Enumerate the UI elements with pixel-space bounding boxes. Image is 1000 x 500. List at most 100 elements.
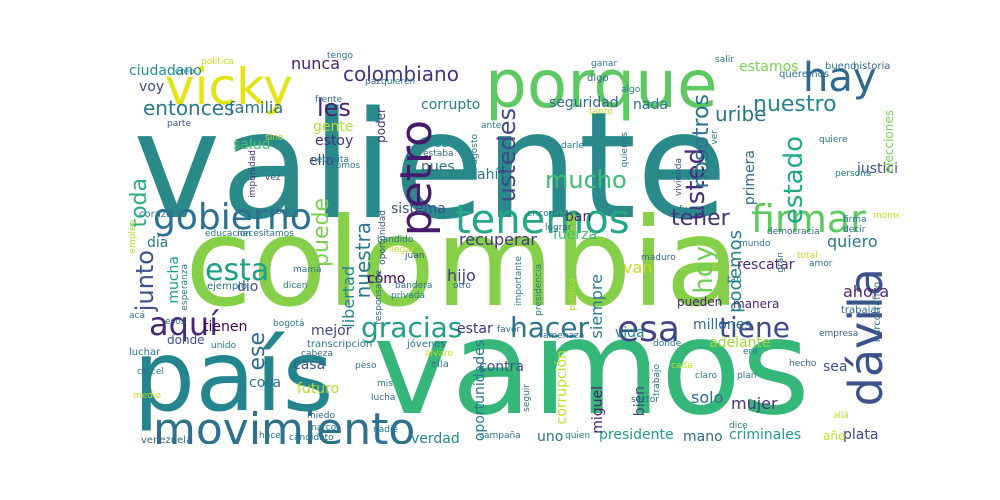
cloud-word: gobierno <box>153 197 312 238</box>
cloud-word: era <box>743 347 758 357</box>
cloud-word: estoy <box>315 133 354 149</box>
cloud-word: necesita <box>311 155 349 165</box>
cloud-word: esta <box>205 253 270 288</box>
cloud-word: uno <box>537 429 564 444</box>
cloud-word: futuro <box>297 381 340 397</box>
cloud-word: empleo <box>128 220 138 254</box>
cloud-word: favor <box>497 325 521 335</box>
cloud-word: valiente <box>133 80 728 252</box>
cloud-word: tiene <box>719 311 790 344</box>
cloud-word: trabajo <box>652 364 662 396</box>
cloud-word: estado <box>779 136 809 225</box>
cloud-word: esa <box>617 309 680 350</box>
cloud-word: mujer <box>731 394 778 413</box>
cloud-word: ejemplo <box>207 281 248 292</box>
cloud-word: álvaro <box>425 349 453 359</box>
cloud-word: primera <box>742 150 758 206</box>
cloud-word: venezuela <box>141 435 193 445</box>
cloud-word: voy <box>139 79 165 95</box>
cloud-word: cárcel <box>137 367 164 377</box>
cloud-word: ahora <box>843 282 890 301</box>
cloud-word: poder <box>374 108 388 143</box>
cloud-word: paz <box>365 77 381 87</box>
cloud-word: acá <box>129 311 145 321</box>
cloud-word: presidencia <box>534 264 544 316</box>
cloud-word: ahí <box>477 167 499 183</box>
cloud-word: democracia <box>767 227 820 237</box>
cloud-word: tengo <box>327 51 353 61</box>
cloud-word: sea <box>823 359 848 375</box>
cloud-word: país <box>133 320 334 434</box>
cloud-word: campaña <box>479 431 521 441</box>
cloud-word: transcripción <box>307 339 373 350</box>
cloud-word: miedo <box>307 411 336 421</box>
cloud-word: tan <box>727 275 742 285</box>
cloud-word: hoy <box>689 246 719 294</box>
cloud-word: colombia <box>185 192 741 334</box>
cloud-word: ese <box>245 332 270 371</box>
cloud-word: político <box>568 278 578 311</box>
cloud-word: claro <box>695 371 717 381</box>
cloud-word: bandido <box>377 235 414 245</box>
cloud-word: mamá <box>293 265 322 275</box>
cloud-word: rescatar <box>737 257 795 273</box>
cloud-word: ciudadano <box>129 63 202 79</box>
cloud-word: tienen <box>203 319 248 335</box>
cloud-word: movimiento <box>153 404 416 445</box>
cloud-word: bogotá <box>273 319 305 329</box>
cloud-word: darle <box>561 141 584 151</box>
cloud-word: mejor <box>311 323 352 339</box>
cloud-word: creo <box>175 67 195 77</box>
cloud-word: hecho <box>789 359 817 369</box>
cloud-word: criminales <box>729 427 802 443</box>
cloud-word: unido <box>211 341 237 351</box>
cloud-word: adelante <box>709 335 771 351</box>
cloud-word: vivienda <box>674 158 684 197</box>
cloud-word: hace <box>259 431 281 441</box>
cloud-word: bandera <box>395 281 433 291</box>
cloud-word: presidente <box>599 427 674 443</box>
cloud-word: nunca <box>291 54 341 73</box>
cloud-word: empresa <box>819 329 859 339</box>
cloud-word: hay <box>803 55 877 101</box>
cloud-word: candidato <box>289 433 334 443</box>
word-cloud: valiente colombia vamos país porque vicky hay m… <box>125 50 899 444</box>
cloud-word: firmar <box>751 197 866 241</box>
cloud-word: firma <box>843 215 867 225</box>
cloud-word: recuperar <box>459 230 537 249</box>
cloud-word: política <box>201 57 234 67</box>
cloud-word: plan <box>737 371 757 381</box>
cloud-word: nada <box>633 97 668 113</box>
cloud-word: persona <box>835 169 872 179</box>
cloud-word: luchar <box>129 347 161 358</box>
cloud-word: cosa <box>249 375 282 391</box>
cloud-word: fuerza <box>553 227 598 243</box>
cloud-word: ella <box>431 359 449 370</box>
cloud-word: salud <box>233 137 271 153</box>
cloud-word: solo <box>691 388 724 407</box>
cloud-word: esos <box>165 317 186 327</box>
cloud-word: maduro <box>641 253 676 263</box>
cloud-word: pues <box>421 159 455 175</box>
cloud-word: puede <box>309 198 334 267</box>
cloud-word: pueden <box>677 295 723 309</box>
cloud-word: ante <box>481 121 502 131</box>
cloud-word: corrupción <box>554 350 570 425</box>
cloud-word: fuera <box>679 205 703 215</box>
cloud-word: frente <box>315 95 342 105</box>
cloud-word: dice <box>729 421 748 431</box>
cloud-word: plata <box>843 427 879 443</box>
cloud-word: importante <box>514 256 524 307</box>
cloud-word: tenemos <box>455 197 630 243</box>
cloud-word: agosto <box>470 134 480 165</box>
cloud-word: quiere <box>819 135 848 145</box>
cloud-word: gran <box>776 252 786 273</box>
cloud-word: vicky <box>165 58 293 116</box>
cloud-word: quienes <box>620 132 630 168</box>
cloud-word: total <box>797 251 818 261</box>
cloud-word: vez <box>265 173 281 183</box>
cloud-word: esto <box>433 135 463 151</box>
cloud-word: contra <box>479 359 524 375</box>
cloud-word: llegar <box>389 245 415 255</box>
cloud-word: ban <box>565 209 592 225</box>
